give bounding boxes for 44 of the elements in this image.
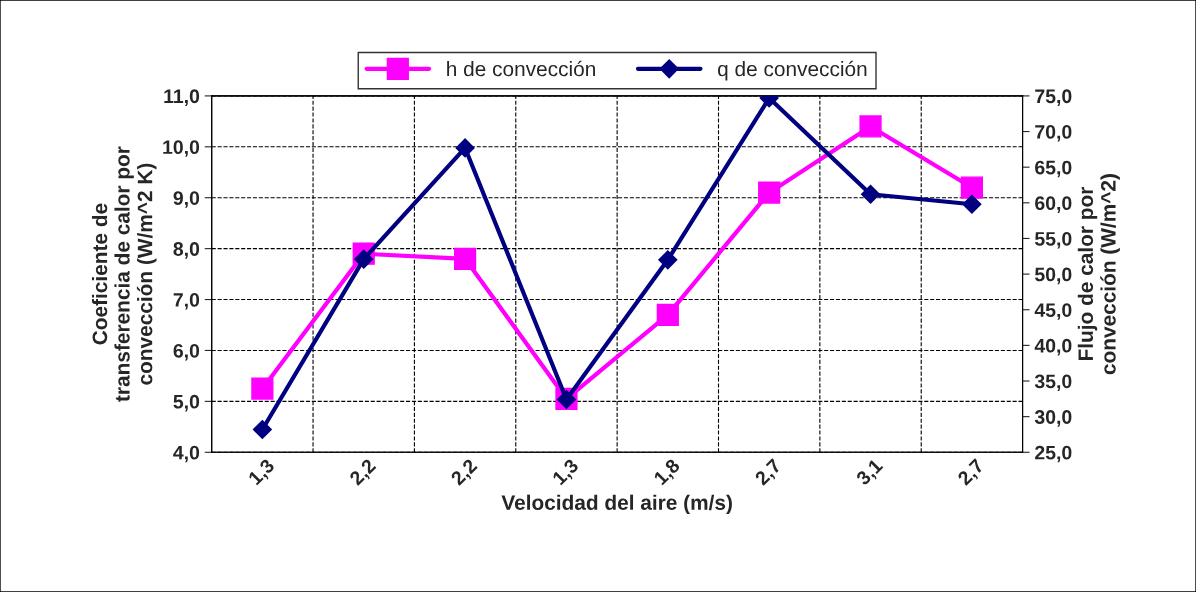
y2-tick-label: 65,0	[1035, 160, 1072, 178]
point	[758, 181, 781, 204]
y-tick-label: 6,0	[173, 343, 200, 361]
y2-tick-label: 75,0	[1035, 89, 1072, 106]
y2-axis-title: Flujo de calor por convección (W/m^2)	[1077, 174, 1120, 375]
y-tick-label: 7,0	[173, 293, 200, 310]
y2-tick-label: 70,0	[1035, 125, 1072, 142]
point	[453, 247, 477, 270]
x-tick-label: 3,1	[855, 457, 886, 489]
x-axis-title: Velocidad del aire (m/s)	[501, 494, 732, 515]
y-tick-label: 10,0	[163, 140, 200, 157]
y-tick-label: 8,0	[173, 242, 200, 259]
x-tick-label: 2,2	[348, 458, 379, 488]
y2-tick-label: 60,0	[1035, 196, 1072, 213]
y-tick-label: 11,0	[164, 89, 200, 106]
y-tick-label: 4,0	[173, 445, 200, 463]
point	[354, 249, 374, 269]
x-tick-label: 2,7	[956, 458, 987, 488]
y2-tick-label: 50,0	[1034, 267, 1072, 285]
x-tick-label: 1,3	[247, 458, 278, 488]
y2-tick-label: 40,0	[1034, 338, 1072, 356]
y2-tick-label: 45,0	[1034, 303, 1072, 320]
legend-label: q de convección	[718, 60, 867, 81]
y2-tick-label: 30,0	[1034, 410, 1072, 427]
point	[861, 184, 881, 204]
y-tick-label: 9,0	[173, 191, 200, 208]
legend-label: h de convección	[447, 60, 595, 77]
x-tick-label: 1,8	[653, 457, 683, 488]
x-tick-label: 2,2	[449, 458, 480, 488]
point	[962, 194, 982, 214]
point	[252, 419, 272, 440]
point	[658, 250, 678, 270]
point	[251, 377, 274, 400]
y2-tick-label: 25,0	[1035, 445, 1072, 463]
x-tick-label: 2,7	[754, 458, 784, 488]
point	[859, 115, 882, 138]
y-axis-title: Coeficiente de transferencia de calor por convección (W/m^2 K)	[91, 146, 157, 402]
point	[960, 176, 984, 199]
point	[455, 138, 475, 158]
y2-tick-label: 35,0	[1034, 374, 1072, 392]
x-tick-label: 1,3	[551, 458, 582, 488]
y-tick-label: 5,0	[173, 394, 200, 412]
point	[656, 303, 679, 326]
y2-tick-label: 55,0	[1034, 231, 1072, 249]
